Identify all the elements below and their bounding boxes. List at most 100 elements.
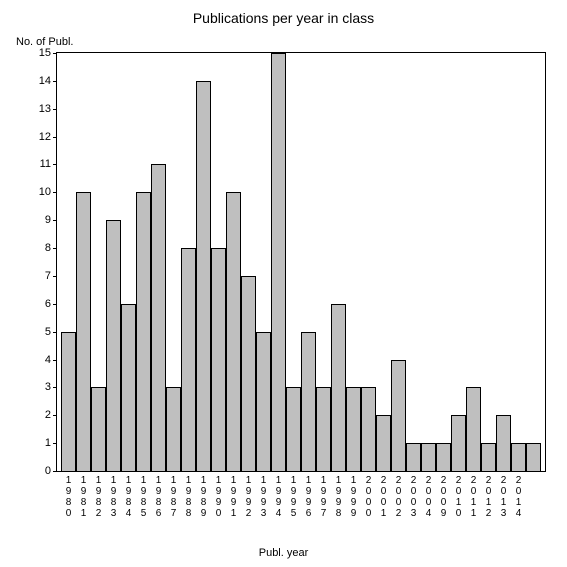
x-tick-label: 1992 — [241, 475, 256, 519]
bars-group — [61, 53, 541, 471]
bar — [451, 415, 466, 471]
chart-container: Publications per year in class No. of Pu… — [0, 0, 567, 567]
y-tick-label: 2 — [23, 409, 57, 421]
y-tick-label: 8 — [23, 242, 57, 254]
x-tick-label: 1993 — [256, 475, 271, 519]
bar — [196, 81, 211, 471]
y-tick-mark — [53, 220, 57, 221]
y-tick-label: 5 — [23, 326, 57, 338]
bar — [406, 443, 421, 471]
y-tick-mark — [53, 164, 57, 165]
y-tick-mark — [53, 137, 57, 138]
chart-title: Publications per year in class — [0, 10, 567, 26]
x-tick-label: 2003 — [406, 475, 421, 519]
bar — [301, 332, 316, 471]
x-tick-label: 1999 — [346, 475, 361, 519]
x-tick-label: 1986 — [151, 475, 166, 519]
x-tick-label: 2001 — [376, 475, 391, 519]
bar — [316, 387, 331, 471]
bar — [181, 248, 196, 471]
y-tick-mark — [53, 192, 57, 193]
bar — [286, 387, 301, 471]
y-tick-mark — [53, 276, 57, 277]
y-tick-label: 13 — [23, 103, 57, 115]
x-tick-label: 2009 — [436, 475, 451, 519]
x-tick-label: 1988 — [181, 475, 196, 519]
bar — [121, 304, 136, 471]
y-tick-mark — [53, 471, 57, 472]
bar — [61, 332, 76, 471]
y-tick-mark — [53, 387, 57, 388]
bar — [376, 415, 391, 471]
x-tick-label: 1984 — [121, 475, 136, 519]
x-tick-label: 1990 — [211, 475, 226, 519]
x-tick-label: 1994 — [271, 475, 286, 519]
bar — [166, 387, 181, 471]
x-tick-label: 2010 — [451, 475, 466, 519]
y-tick-label: 3 — [23, 381, 57, 393]
bar — [481, 443, 496, 471]
bar — [361, 387, 376, 471]
y-tick-label: 7 — [23, 270, 57, 282]
y-tick-mark — [53, 248, 57, 249]
x-tick-label — [526, 475, 541, 519]
y-tick-mark — [53, 360, 57, 361]
y-tick-mark — [53, 332, 57, 333]
x-tick-label: 2012 — [481, 475, 496, 519]
y-tick-label: 6 — [23, 298, 57, 310]
bar — [151, 164, 166, 471]
y-tick-label: 14 — [23, 75, 57, 87]
bar — [346, 387, 361, 471]
bar — [331, 304, 346, 471]
y-tick-mark — [53, 415, 57, 416]
x-tick-label: 2000 — [361, 475, 376, 519]
y-tick-label: 10 — [23, 186, 57, 198]
x-tick-label: 1987 — [166, 475, 181, 519]
plot-area: 0123456789101112131415 19801981198219831… — [56, 52, 546, 472]
bar — [91, 387, 106, 471]
x-tick-label: 1989 — [196, 475, 211, 519]
x-tick-label: 1998 — [331, 475, 346, 519]
bar — [496, 415, 511, 471]
bar — [106, 220, 121, 471]
y-tick-label: 4 — [23, 354, 57, 366]
bar — [76, 192, 91, 471]
bar — [136, 192, 151, 471]
x-tick-label: 1980 — [61, 475, 76, 519]
bar — [526, 443, 541, 471]
x-axis-label: Publ. year — [0, 547, 567, 559]
bar — [226, 192, 241, 471]
y-tick-label: 0 — [23, 465, 57, 477]
y-tick-label: 12 — [23, 131, 57, 143]
bar — [241, 276, 256, 471]
x-tick-label: 1982 — [91, 475, 106, 519]
x-tick-label: 2002 — [391, 475, 406, 519]
x-tick-label: 2013 — [496, 475, 511, 519]
bar — [466, 387, 481, 471]
bar — [421, 443, 436, 471]
x-labels-group: 1980198119821983198419851986198719881989… — [61, 475, 541, 519]
y-tick-mark — [53, 304, 57, 305]
y-tick-label: 15 — [23, 47, 57, 59]
y-tick-label: 1 — [23, 437, 57, 449]
x-tick-label: 1996 — [301, 475, 316, 519]
y-tick-mark — [53, 443, 57, 444]
y-tick-mark — [53, 81, 57, 82]
x-tick-label: 1985 — [136, 475, 151, 519]
y-tick-label: 11 — [23, 158, 57, 170]
x-tick-label: 1991 — [226, 475, 241, 519]
bar — [391, 360, 406, 471]
x-tick-label: 2004 — [421, 475, 436, 519]
x-tick-label: 1983 — [106, 475, 121, 519]
x-tick-label: 1997 — [316, 475, 331, 519]
y-tick-mark — [53, 53, 57, 54]
bar — [436, 443, 451, 471]
bar — [271, 53, 286, 471]
x-tick-label: 1995 — [286, 475, 301, 519]
x-tick-label: 2011 — [466, 475, 481, 519]
bar — [211, 248, 226, 471]
y-tick-mark — [53, 109, 57, 110]
bar — [256, 332, 271, 471]
x-tick-label: 2014 — [511, 475, 526, 519]
x-tick-label: 1981 — [76, 475, 91, 519]
